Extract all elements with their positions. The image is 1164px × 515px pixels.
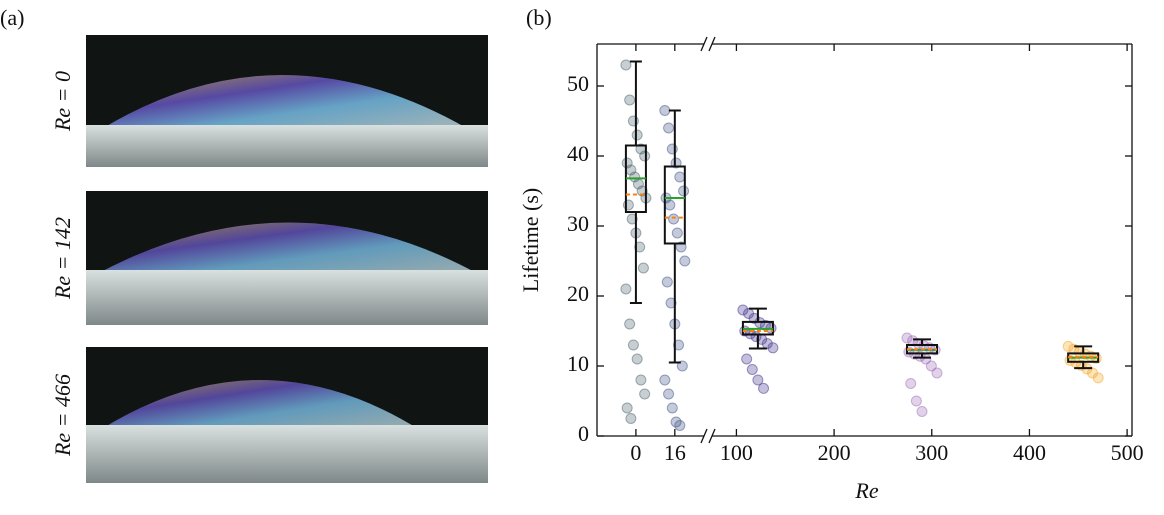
data-point xyxy=(663,122,675,134)
y-axis-label: Lifetime (s) xyxy=(518,188,543,292)
data-point xyxy=(767,342,779,354)
y-tick-label: 50 xyxy=(567,71,589,96)
data-point xyxy=(659,105,671,116)
data-point xyxy=(631,129,643,141)
data-point xyxy=(674,171,686,183)
axis-break xyxy=(708,36,716,52)
data-point xyxy=(901,332,913,344)
data-point xyxy=(665,297,677,309)
x-axis-label: Re xyxy=(854,478,878,503)
x-tick-label: 16 xyxy=(664,440,686,465)
y-tick-label: 0 xyxy=(578,421,589,446)
data-point xyxy=(661,276,673,288)
data-point xyxy=(627,339,639,351)
data-point xyxy=(905,378,917,389)
data-point xyxy=(1062,340,1074,352)
x-tick-label: 200 xyxy=(818,440,851,465)
y-tick-label: 30 xyxy=(567,211,589,236)
data-point xyxy=(637,262,649,274)
y-tick-label: 10 xyxy=(567,351,589,376)
data-point xyxy=(741,353,753,365)
y-tick-label: 20 xyxy=(567,281,589,306)
data-point xyxy=(664,199,676,211)
panel-label: (b) xyxy=(526,5,552,30)
data-point xyxy=(668,213,680,225)
data-point xyxy=(663,388,675,400)
photo xyxy=(86,35,488,167)
photo-label: Re = 0 xyxy=(50,71,75,132)
panel-label: (a) xyxy=(0,5,24,30)
data-point xyxy=(635,374,647,386)
data-point xyxy=(910,395,922,407)
axis-break xyxy=(700,428,708,444)
data-point xyxy=(761,338,773,350)
axis-break xyxy=(700,36,708,52)
data-point xyxy=(678,185,690,197)
box xyxy=(663,165,686,245)
x-tick-label: 300 xyxy=(915,440,948,465)
data-point xyxy=(634,241,646,253)
photo-label: Re = 466 xyxy=(50,374,75,457)
data-point xyxy=(631,353,643,365)
x-tick-label: 400 xyxy=(1013,440,1046,465)
data-point xyxy=(620,59,632,71)
data-point xyxy=(758,382,770,394)
data-point xyxy=(673,339,685,351)
data-point xyxy=(666,402,678,414)
y-tick-label: 40 xyxy=(567,141,589,166)
data-point xyxy=(671,227,683,239)
x-tick-label: 0 xyxy=(630,440,641,465)
x-tick-label: 500 xyxy=(1111,440,1144,465)
data-point xyxy=(746,364,758,375)
data-point xyxy=(639,150,651,162)
axis-break xyxy=(708,428,716,444)
data-point xyxy=(1092,372,1104,384)
data-point xyxy=(931,367,943,379)
data-point xyxy=(621,402,633,414)
photo xyxy=(86,347,488,483)
data-point xyxy=(752,374,764,386)
data-point xyxy=(639,388,651,400)
x-tick-label: 100 xyxy=(720,440,753,465)
data-point xyxy=(916,406,928,417)
data-point xyxy=(620,283,632,295)
photo xyxy=(86,191,488,325)
data-point xyxy=(626,213,638,225)
data-point xyxy=(737,304,749,316)
data-point xyxy=(674,420,686,431)
data-point xyxy=(624,94,636,106)
data-point xyxy=(659,374,671,386)
data-point xyxy=(624,318,636,330)
data-point xyxy=(679,255,691,267)
data-point xyxy=(625,413,637,424)
photo-label: Re = 142 xyxy=(50,217,75,300)
